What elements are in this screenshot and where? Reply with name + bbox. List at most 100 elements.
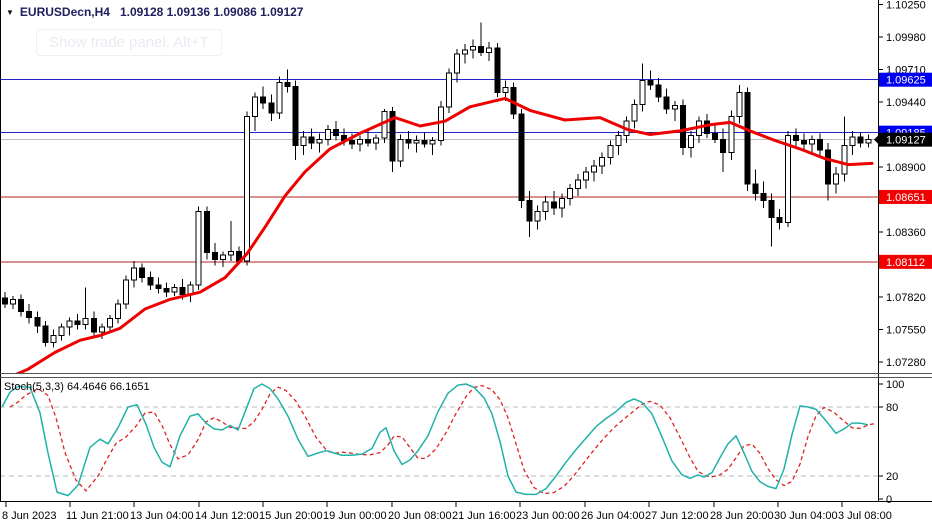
symbol-timeframe-label: EURUSDecn,H4 [19, 5, 110, 19]
candle [768, 193, 775, 247]
candle-body-bear [260, 96, 267, 104]
candle-body-bull [461, 49, 468, 55]
candle [195, 206, 202, 290]
candle-body-bear [421, 139, 428, 145]
candle-body-bear [478, 46, 485, 54]
price-axis-label: 1.10250 [886, 0, 926, 11]
candle [679, 99, 686, 155]
time-axis-label: 19 Jun 00:00 [323, 510, 387, 522]
candle-body-bull [227, 250, 234, 256]
candle-body-bull [244, 115, 251, 262]
candle [260, 86, 267, 110]
candle [429, 136, 436, 155]
candle [550, 191, 557, 216]
candle [365, 130, 372, 147]
candle [284, 69, 291, 93]
candle-body-bull [373, 137, 380, 144]
candle-body-bear [284, 82, 291, 87]
candle [421, 132, 428, 148]
candle-body-bull [219, 254, 226, 261]
candle [776, 209, 783, 230]
stochastic-pane[interactable] [0, 383, 878, 497]
candle [712, 124, 719, 143]
price-badge-box [879, 132, 932, 147]
candle [203, 206, 210, 260]
candle [833, 166, 840, 194]
price-axis-label: 1.09440 [886, 97, 926, 109]
candle [720, 128, 727, 172]
main-price-pane[interactable] [0, 22, 878, 382]
current-price-arrow [874, 134, 879, 145]
candle-body-bear [647, 79, 654, 86]
candle-body-bear [526, 200, 533, 222]
price-badge-box [879, 72, 932, 87]
candle-body-bear [2, 297, 8, 305]
candle [397, 134, 404, 167]
candle-body-bull [671, 105, 678, 110]
candle-body-bull [10, 298, 17, 305]
candle [526, 191, 533, 237]
candle [219, 251, 226, 267]
candle-body-bull [615, 135, 622, 146]
candle-body-bear [405, 138, 412, 144]
symbol-dropdown-icon[interactable]: ▼ [6, 8, 14, 17]
candle [74, 313, 81, 330]
candle-body-bull [558, 197, 565, 209]
candle [744, 87, 751, 192]
time-axis-label: 3 Jul 08:00 [838, 510, 892, 522]
show-trade-panel-button[interactable]: Show trade panel, Alt+T [36, 29, 222, 56]
candle-body-bull [397, 138, 404, 162]
candle-body-bull [123, 279, 130, 305]
candle [58, 323, 65, 341]
candle-body-bear [365, 138, 372, 144]
candle-body-bull [809, 138, 815, 145]
candle [114, 299, 121, 324]
time-axis-label: 15 Jun 20:00 [259, 510, 323, 522]
candle-body-bear [825, 149, 832, 185]
candle [18, 294, 25, 317]
candle [10, 295, 17, 310]
price-badge-label: 1.09625 [886, 75, 926, 87]
time-axis-label: 23 Jun 00:00 [516, 510, 580, 522]
candle [106, 315, 113, 334]
candle-body-bull [82, 318, 89, 326]
candle [736, 85, 743, 124]
candle-body-bull [429, 139, 436, 145]
candle-body-bear [74, 320, 81, 326]
candle [800, 133, 807, 151]
price-badge-red: 1.08651 [879, 189, 932, 204]
candle [518, 109, 525, 208]
candle [405, 130, 412, 149]
candle-body-bull [413, 139, 420, 144]
price-badge-label: 1.09127 [886, 135, 926, 147]
candle [268, 94, 275, 122]
candle-body-bull [357, 138, 364, 145]
candle-body-bear [494, 47, 501, 93]
candle-body-bull [50, 335, 57, 344]
price-badge-label: 1.08112 [886, 257, 925, 269]
candle [332, 121, 339, 141]
price-badge-label: 1.08651 [886, 192, 926, 204]
candle-body-bear [332, 129, 339, 137]
candle [171, 283, 178, 296]
candle-body-bull [599, 156, 606, 167]
candle [696, 116, 703, 143]
candle [631, 99, 638, 129]
price-axis[interactable]: 1.102501.099801.097101.094401.091701.089… [874, 0, 932, 506]
candle-body-bear [720, 138, 727, 154]
candle-body-bull [453, 53, 460, 74]
candle-body-bull [470, 46, 477, 51]
time-axis[interactable]: 8 Jun 2023 11 Jun 21:00 13 Jun 04:00 14 Jun… [2, 502, 892, 522]
candle [784, 130, 791, 228]
candle [316, 133, 323, 153]
candle-body-bear [389, 111, 396, 162]
candle-body-bull [445, 72, 452, 108]
candle [663, 88, 670, 115]
candle-body-bear [139, 267, 146, 279]
price-badge-red: 1.08112 [879, 254, 932, 269]
candle [687, 130, 694, 158]
candle [50, 329, 57, 348]
candle [123, 275, 130, 310]
candle-body-bear [550, 201, 557, 209]
